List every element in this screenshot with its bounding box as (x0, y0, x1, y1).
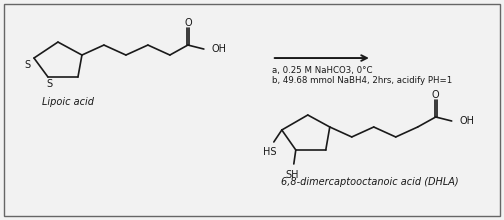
Text: SH: SH (285, 170, 298, 180)
Text: O: O (184, 18, 192, 28)
Text: O: O (432, 90, 439, 100)
Text: Lipoic acid: Lipoic acid (42, 97, 94, 107)
Text: OH: OH (460, 116, 475, 126)
Text: S: S (24, 60, 30, 70)
Text: a, 0.25 M NaHCO3, 0°C: a, 0.25 M NaHCO3, 0°C (272, 66, 372, 75)
Text: 6,8-dimercaptooctanoic acid (DHLA): 6,8-dimercaptooctanoic acid (DHLA) (281, 177, 459, 187)
Text: OH: OH (212, 44, 227, 54)
Text: HS: HS (263, 147, 277, 157)
Text: S: S (46, 79, 52, 89)
Text: b, 49.68 mmol NaBH4, 2hrs, acidify PH=1: b, 49.68 mmol NaBH4, 2hrs, acidify PH=1 (272, 76, 452, 85)
